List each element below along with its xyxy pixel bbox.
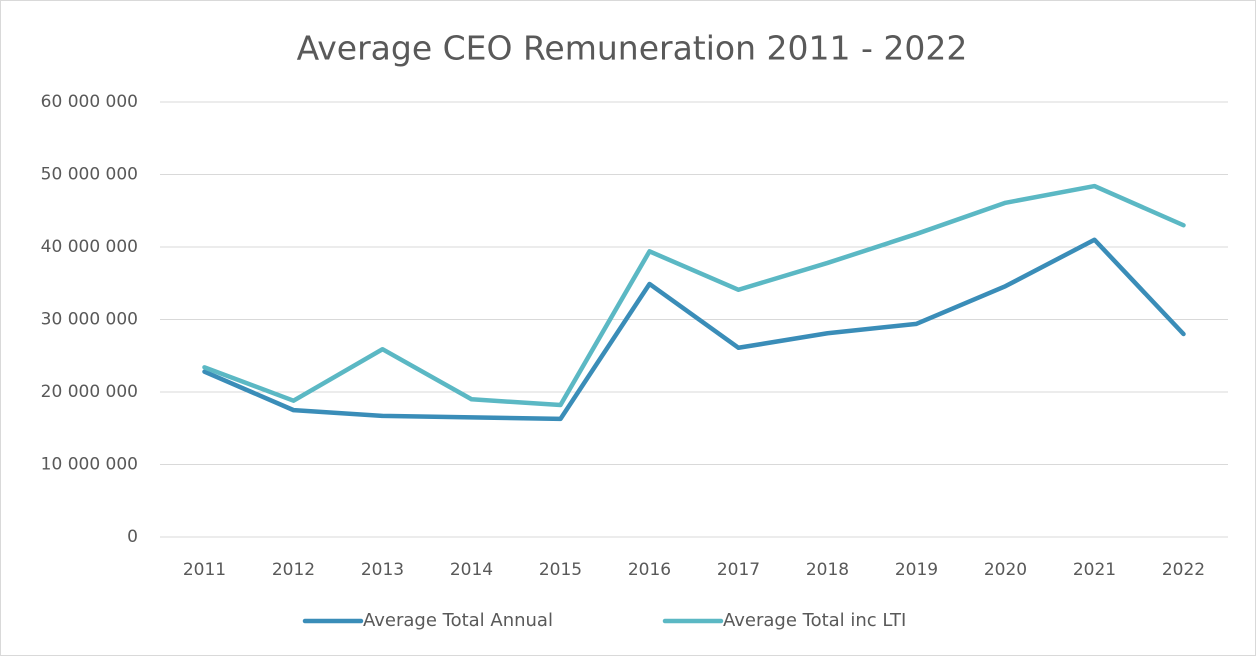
x-tick-label: 2014 bbox=[450, 560, 493, 580]
x-tick-label: 2021 bbox=[1073, 560, 1116, 580]
y-tick-label: 10 000 000 bbox=[41, 455, 138, 475]
x-tick-label: 2013 bbox=[361, 560, 404, 580]
x-tick-label: 2015 bbox=[539, 560, 582, 580]
y-tick-label: 60 000 000 bbox=[41, 92, 138, 112]
y-tick-label: 0 bbox=[127, 527, 138, 547]
x-tick-label: 2019 bbox=[895, 560, 938, 580]
x-tick-label: 2018 bbox=[806, 560, 849, 580]
y-tick-label: 20 000 000 bbox=[41, 382, 138, 402]
y-tick-label: 30 000 000 bbox=[41, 310, 138, 330]
x-tick-label: 2011 bbox=[183, 560, 226, 580]
chart-title: Average CEO Remuneration 2011 - 2022 bbox=[297, 29, 968, 68]
x-tick-label: 2022 bbox=[1162, 560, 1205, 580]
legend-label: Average Total Annual bbox=[363, 610, 553, 631]
series-line bbox=[202, 183, 1186, 408]
x-tick-label: 2016 bbox=[628, 560, 671, 580]
x-tick-label: 2017 bbox=[717, 560, 760, 580]
series-line bbox=[202, 237, 1186, 422]
x-tick-label: 2012 bbox=[272, 560, 315, 580]
y-tick-label: 40 000 000 bbox=[41, 237, 138, 257]
y-tick-label: 50 000 000 bbox=[41, 165, 138, 185]
legend-label: Average Total inc LTI bbox=[723, 610, 906, 631]
x-tick-label: 2020 bbox=[984, 560, 1027, 580]
